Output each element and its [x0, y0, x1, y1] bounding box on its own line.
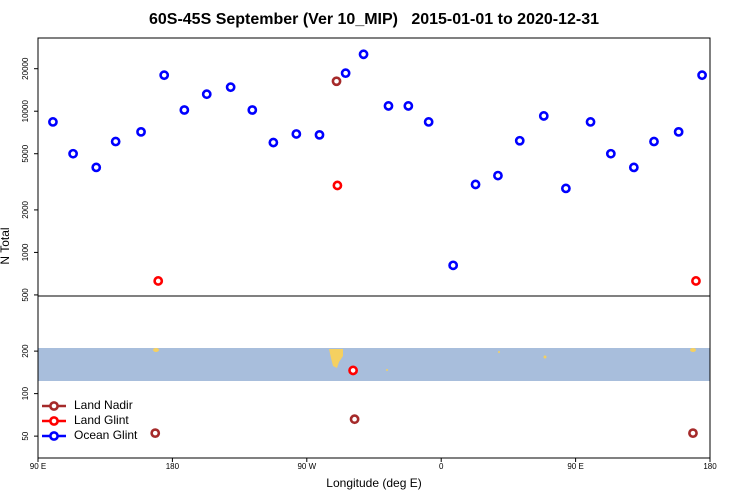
point — [560, 183, 571, 194]
point — [68, 148, 78, 159]
legend-label: Land Nadir — [74, 398, 133, 412]
map-land — [153, 348, 696, 371]
point — [349, 414, 360, 425]
legend-label: Land Glint — [74, 413, 129, 427]
point — [448, 260, 459, 271]
point — [470, 179, 481, 190]
point — [247, 105, 258, 115]
map-ocean — [38, 348, 710, 381]
point — [697, 70, 707, 81]
x-axis-label: Longitude (deg E) — [326, 476, 421, 490]
x-tick-label: 90 W — [297, 462, 316, 471]
point — [225, 82, 236, 93]
point — [159, 70, 170, 81]
point — [403, 101, 414, 111]
point — [91, 162, 102, 173]
x-tick-label: 180 — [703, 462, 717, 471]
point — [538, 111, 549, 121]
point — [110, 136, 121, 147]
point — [179, 105, 190, 115]
point — [493, 170, 503, 181]
point — [423, 117, 434, 127]
point — [48, 117, 58, 127]
y-tick-label: 1000 — [21, 243, 30, 261]
point — [314, 129, 325, 140]
point — [691, 276, 701, 286]
y-tick-label: 5000 — [21, 144, 30, 162]
y-axis-label: N Total — [0, 227, 12, 264]
point — [348, 365, 358, 376]
y-tick-label: 20000 — [21, 57, 30, 80]
y-tick-label: 2000 — [21, 200, 30, 218]
chart-title: 60S-45S September (Ver 10_MIP) 2015-01-0… — [149, 11, 599, 28]
point — [649, 136, 659, 147]
point — [673, 126, 684, 137]
point — [688, 428, 698, 439]
legend-label: Ocean Glint — [74, 428, 138, 442]
point — [514, 135, 525, 146]
point — [153, 276, 164, 286]
point — [268, 137, 279, 148]
y-tick-label: 500 — [21, 288, 30, 302]
x-tick-label: 90 E — [30, 462, 46, 471]
point — [628, 162, 639, 173]
point — [201, 89, 212, 100]
x-tick-label: 180 — [166, 462, 180, 471]
y-tick-label: 200 — [21, 344, 30, 358]
point — [358, 49, 369, 60]
point — [150, 428, 161, 439]
point — [291, 129, 302, 139]
point — [585, 117, 596, 127]
point — [340, 68, 351, 79]
point — [136, 126, 146, 137]
point — [605, 148, 616, 159]
point — [331, 76, 342, 87]
y-tick-label: 50 — [21, 431, 30, 440]
x-tick-label: 0 — [439, 462, 444, 471]
x-tick-label: 90 E — [567, 462, 583, 471]
legend-marker — [49, 431, 59, 441]
legend-marker — [49, 401, 59, 411]
y-tick-label: 100 — [21, 386, 30, 400]
y-tick-label: 10000 — [21, 100, 30, 123]
plot-frame — [37, 37, 711, 459]
point — [332, 180, 343, 191]
point — [383, 101, 394, 111]
legend-marker — [49, 416, 59, 426]
